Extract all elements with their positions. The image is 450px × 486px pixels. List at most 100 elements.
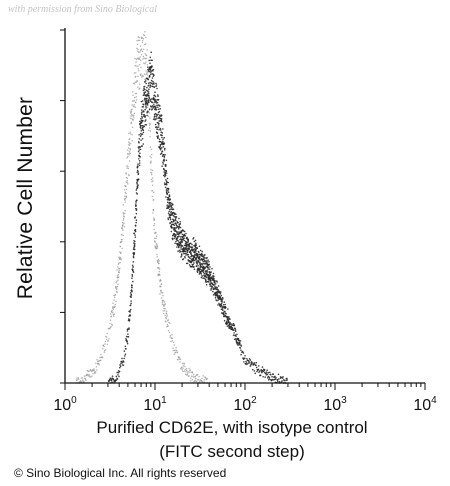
cd62e-point bbox=[135, 212, 138, 215]
cd62e-point bbox=[161, 165, 163, 167]
cd62e-point bbox=[144, 123, 147, 126]
isotype-control-point bbox=[167, 329, 170, 332]
cd62e-point bbox=[137, 173, 140, 175]
isotype-control-point bbox=[185, 369, 188, 372]
cd62e-point bbox=[156, 101, 159, 104]
isotype-control-point bbox=[111, 324, 114, 326]
isotype-control-point bbox=[144, 30, 146, 33]
copyright-notice: © Sino Biological Inc. All rights reserv… bbox=[14, 466, 227, 480]
cd62e-point bbox=[204, 267, 207, 269]
cd62e-point bbox=[285, 379, 287, 382]
isotype-control-point bbox=[95, 366, 98, 368]
cd62e-point bbox=[239, 342, 241, 345]
isotype-control-point bbox=[99, 356, 101, 359]
cd62e-point bbox=[188, 256, 191, 259]
isotype-control-point bbox=[165, 310, 168, 313]
cd62e-point bbox=[124, 355, 126, 357]
isotype-control-point bbox=[145, 54, 148, 57]
cd62e-point bbox=[190, 251, 192, 254]
cd62e-point bbox=[170, 224, 173, 227]
cd62e-point bbox=[142, 106, 145, 108]
isotype-control-point bbox=[202, 375, 204, 377]
cd62e-point bbox=[193, 240, 196, 243]
cd62e-point bbox=[139, 152, 141, 155]
cd62e-point bbox=[168, 210, 170, 213]
cd62e-point bbox=[155, 108, 158, 111]
isotype-control-point bbox=[134, 106, 137, 108]
isotype-control-point bbox=[148, 129, 150, 132]
cd62e-point bbox=[161, 150, 164, 153]
cd62e-point bbox=[165, 170, 168, 173]
isotype-control-point bbox=[132, 94, 134, 96]
cd62e-point bbox=[145, 105, 147, 107]
cd62e-point bbox=[233, 338, 236, 341]
cd62e-point bbox=[133, 244, 136, 246]
cd62e-point bbox=[205, 283, 208, 286]
cd62e-point bbox=[139, 125, 142, 127]
cd62e-point bbox=[221, 301, 223, 303]
isotype-control-point bbox=[129, 143, 132, 145]
isotype-control-point bbox=[196, 373, 199, 376]
cd62e-point bbox=[233, 324, 236, 327]
cd62e-point bbox=[210, 289, 212, 291]
isotype-control-point bbox=[144, 52, 146, 55]
cd62e-point bbox=[145, 82, 147, 85]
cd62e-point bbox=[255, 364, 257, 367]
cd62e-point bbox=[261, 366, 264, 368]
cd62e-point bbox=[179, 250, 182, 253]
isotype-control-point bbox=[135, 65, 137, 67]
cd62e-point bbox=[119, 364, 121, 366]
cd62e-point bbox=[223, 314, 225, 316]
cd62e-point bbox=[162, 163, 165, 165]
cd62e-point bbox=[235, 337, 237, 340]
cd62e-point bbox=[160, 114, 163, 117]
isotype-control-point bbox=[110, 315, 113, 317]
cd62e-point bbox=[160, 147, 163, 149]
isotype-control-point bbox=[152, 180, 154, 182]
cd62e-point bbox=[214, 280, 216, 282]
tick-marks bbox=[60, 29, 426, 390]
cd62e-point bbox=[193, 266, 195, 268]
isotype-control-point bbox=[118, 256, 120, 258]
cd62e-point bbox=[225, 313, 227, 315]
cd62e-point bbox=[164, 147, 166, 150]
isotype-control-point bbox=[154, 232, 157, 234]
cd62e-point bbox=[201, 254, 204, 256]
cd62e-point bbox=[202, 260, 205, 263]
isotype-control-point bbox=[107, 339, 109, 342]
cd62e-point bbox=[206, 271, 209, 273]
cd62e-point bbox=[148, 97, 151, 100]
cd62e-point bbox=[131, 286, 133, 289]
isotype-control-point bbox=[203, 379, 205, 381]
cd62e-point bbox=[183, 248, 186, 251]
cd62e-point bbox=[115, 375, 118, 378]
isotype-control-point bbox=[136, 39, 138, 42]
isotype-control-point bbox=[165, 312, 168, 315]
cd62e-point bbox=[213, 281, 216, 284]
cd62e-point bbox=[257, 365, 260, 367]
cd62e-point bbox=[181, 245, 184, 247]
cd62e-point bbox=[217, 285, 220, 287]
cd62e-point bbox=[157, 98, 160, 101]
isotype-control-point bbox=[154, 241, 156, 243]
isotype-control-point bbox=[121, 240, 123, 243]
cd62e-point bbox=[140, 129, 143, 132]
isotype-control-point bbox=[172, 341, 175, 343]
cd62e-point bbox=[163, 171, 166, 173]
cd62e-point bbox=[244, 355, 246, 357]
cd62e-point bbox=[182, 258, 185, 260]
isotype-control-point bbox=[135, 92, 138, 95]
cd62e-point bbox=[140, 132, 142, 135]
cd62e-point bbox=[152, 96, 155, 99]
isotype-control-point bbox=[133, 112, 136, 115]
cd62e-point bbox=[178, 235, 180, 238]
isotype-control-point bbox=[152, 191, 155, 194]
isotype-control-point bbox=[175, 350, 178, 352]
cd62e-point bbox=[220, 302, 223, 305]
isotype-control-point bbox=[141, 50, 144, 53]
isotype-control-point bbox=[191, 378, 194, 381]
cd62e-point bbox=[246, 357, 248, 360]
cd62e-point bbox=[164, 174, 167, 177]
isotype-control-point bbox=[153, 228, 155, 231]
cd62e-point bbox=[142, 124, 144, 127]
